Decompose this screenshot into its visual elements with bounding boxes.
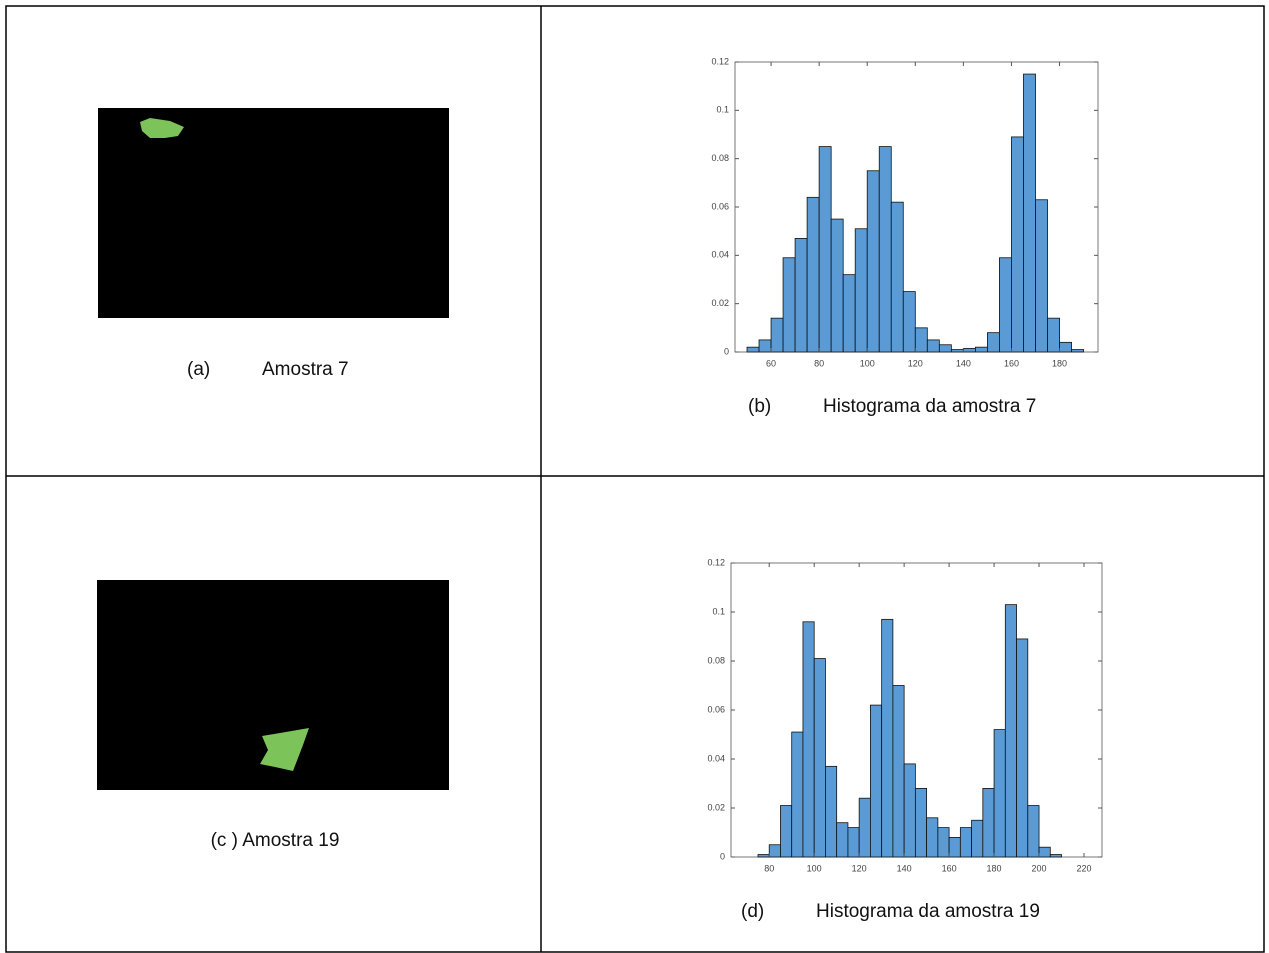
histogram-bar [1011,136,1024,353]
x-tick-label: 160 [1004,358,1019,368]
histogram-bar [1027,805,1040,858]
histogram-bar [974,346,988,353]
histogram-bar [836,822,849,858]
y-tick-label: 0.04 [707,753,725,763]
histogram-bar [971,819,984,858]
histogram-bar [959,827,972,858]
leaf-region [260,728,309,771]
histogram-bar [780,805,793,858]
histogram-bar [914,788,928,858]
x-tick-label: 100 [860,358,875,368]
y-tick-label: 0.08 [711,153,729,163]
histogram-bar [999,257,1012,353]
histogram-bar [758,339,772,353]
histogram-bar [948,837,961,858]
histogram-bar [1047,317,1060,353]
histogram-bar [892,685,905,858]
histogram-bar [926,817,939,858]
caption-label: (a) [187,359,210,380]
histogram-bar [890,201,904,353]
x-tick-label: 180 [987,863,1002,873]
histogram-bar [1023,73,1036,353]
histogram-bar [987,332,1000,353]
histogram-bar [757,854,770,858]
histogram-bar [962,347,976,353]
y-tick-label: 0 [720,851,725,861]
y-tick-label: 0.02 [711,298,729,308]
y-tick-label: 0 [724,346,729,356]
y-tick-label: 0.02 [707,802,725,812]
histogram-bar [794,238,808,353]
histogram-bar [903,763,916,858]
x-tick-label: 200 [1032,863,1047,873]
x-tick-label: 80 [764,863,774,873]
histogram-bar [847,827,860,858]
caption-text: (c ) Amostra 19 [211,830,340,851]
histogram-bar [902,291,916,353]
histogram-bar [782,257,796,353]
y-tick-label: 0.1 [712,606,725,616]
histogram-bar [830,218,844,353]
histogram-bar [866,170,880,353]
sample-image [98,108,449,318]
x-tick-label: 140 [897,863,912,873]
histogram-bar [881,618,894,858]
x-tick-label: 100 [807,863,822,873]
histogram-bar [854,228,868,353]
x-tick-label: 220 [1076,863,1091,873]
y-tick-label: 0.06 [711,201,729,211]
x-tick-label: 120 [908,358,923,368]
x-tick-label: 60 [766,358,776,368]
histogram-bar [993,729,1006,858]
histogram-bar [746,346,760,353]
x-tick-label: 120 [852,863,867,873]
x-tick-label: 80 [814,358,824,368]
y-tick-label: 0.04 [711,250,729,260]
histogram-bar [1035,199,1048,353]
y-tick-label: 0.12 [711,56,729,66]
histogram-bar [825,765,838,858]
histogram-bar [802,621,815,858]
histogram-bar [768,844,781,858]
histogram-bar [1049,854,1062,858]
histogram-bar [1059,341,1072,353]
caption-text: Histograma da amostra 19 [816,901,1040,922]
histogram-bar [858,797,871,858]
histogram-bar [1016,638,1029,858]
histogram-bar [813,658,826,858]
histogram-bar [1038,846,1051,858]
y-tick-label: 0.08 [707,655,725,665]
histogram-bar [791,731,804,858]
caption-label: (d) [741,901,764,922]
histogram-bar [926,339,940,353]
histogram-bar [938,344,952,353]
caption-text: Histograma da amostra 7 [823,396,1036,417]
leaf-region [140,118,184,138]
histogram-bar [818,146,832,353]
histogram-bar [870,704,883,858]
histogram-bar [770,317,784,353]
caption-text: Amostra 7 [262,359,349,380]
histogram-bar [1004,604,1017,858]
histogram-bar [982,788,995,858]
y-tick-label: 0.1 [716,105,729,115]
histogram-bar [950,349,964,353]
histogram-bar [842,274,856,353]
histogram-bar [878,146,892,353]
y-tick-label: 0.06 [707,704,725,714]
table-border [5,5,1265,953]
histogram-bar [914,327,928,353]
x-tick-label: 180 [1052,358,1067,368]
caption-label: (b) [748,396,771,417]
histogram-bar [937,827,950,858]
y-tick-label: 0.12 [707,557,725,567]
histogram-bar [1071,349,1084,353]
x-tick-label: 160 [942,863,957,873]
x-tick-label: 140 [956,358,971,368]
histogram-bar [806,196,820,353]
